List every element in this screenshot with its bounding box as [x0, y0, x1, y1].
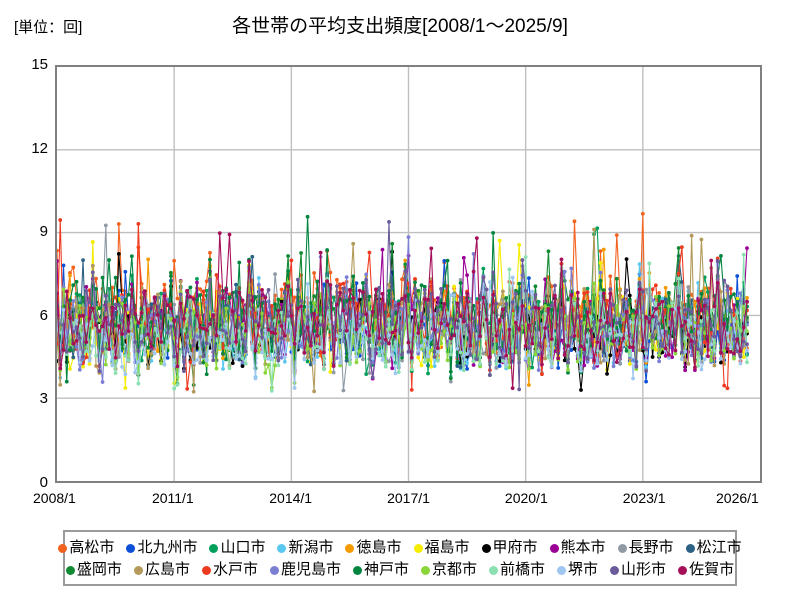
y-tick-label: 3 [39, 390, 48, 408]
y-tick-label: 12 [31, 139, 48, 157]
legend-item-京都市[interactable]: 京都市 [421, 561, 477, 579]
legend-marker-icon [678, 565, 688, 575]
legend-marker-icon [209, 543, 219, 553]
legend-marker-icon [269, 565, 279, 575]
legend-item-甲府市[interactable]: 甲府市 [481, 539, 538, 557]
legend-marker-icon [421, 565, 430, 575]
legend-marker-icon [481, 543, 491, 553]
legend-label: 山形市 [621, 561, 667, 578]
legend-marker-icon [201, 565, 211, 575]
plot-svg [57, 67, 760, 481]
x-tick-label: 2011/1 [151, 490, 194, 506]
y-tick-label: 15 [31, 56, 48, 73]
legend-label: 長野市 [628, 539, 674, 556]
legend-label: 高松市 [69, 539, 115, 556]
legend-item-福島市[interactable]: 福島市 [413, 539, 470, 557]
legend-row: 盛岡市 広島市 水戸市 鹿児島市 神戸市 京都市 前橋市 堺市 山形市 佐賀市 [65, 559, 734, 581]
legend-marker-icon [58, 543, 68, 553]
y-tick-label: 0 [39, 474, 48, 491]
x-tick-label: 2008/1 [33, 490, 76, 506]
legend-item-新潟市[interactable]: 新潟市 [277, 539, 333, 557]
legend-label: 甲府市 [492, 539, 538, 556]
legend-label: 盛岡市 [76, 561, 122, 578]
legend-marker-icon [126, 543, 136, 553]
x-tick-label: 2014/1 [269, 490, 313, 506]
legend-label: 熊本市 [560, 539, 606, 556]
legend-label: 山口市 [220, 539, 266, 556]
legend-label: 京都市 [432, 561, 478, 578]
x-tick-label: 2023/1 [622, 490, 666, 506]
unit-label: [単位：回] [14, 19, 83, 36]
y-axis-labels: 0 3 6 9 12 15 [0, 0, 48, 600]
legend-item-前橋市[interactable]: 前橋市 [489, 561, 545, 579]
legend-item-鹿児島市[interactable]: 鹿児島市 [269, 561, 341, 579]
legend-item-堺市[interactable]: 堺市 [557, 561, 598, 579]
legend-item-広島市[interactable]: 広島市 [133, 561, 190, 579]
legend-item-熊本市[interactable]: 熊本市 [549, 539, 606, 557]
page-title: 各世帯の平均支出頻度[2008/1～2025/9] [232, 16, 568, 37]
legend-item-盛岡市[interactable]: 盛岡市 [65, 561, 122, 579]
legend-label: 新潟市 [288, 539, 334, 556]
legend-marker-icon [345, 543, 355, 553]
legend-label: 松江市 [696, 539, 742, 556]
x-tick-label: 2017/1 [387, 490, 430, 506]
plot-area [55, 65, 762, 483]
legend-item-徳島市[interactable]: 徳島市 [345, 539, 402, 557]
legend: 高松市 北九州市 山口市 新潟市 徳島市 福島市 甲府市 熊本市 長野市 松江市盛岡市 広島市 水戸市… [58, 530, 742, 586]
legend-item-松江市[interactable]: 松江市 [685, 539, 742, 557]
y-tick-label: 9 [39, 223, 48, 241]
legend-item-高松市[interactable]: 高松市 [58, 539, 114, 557]
legend-item-水戸市[interactable]: 水戸市 [201, 561, 258, 579]
legend-marker-icon [133, 565, 143, 575]
legend-item-長野市[interactable]: 長野市 [617, 539, 674, 557]
legend-label: 鹿児島市 [280, 561, 341, 578]
legend-item-北九州市[interactable]: 北九州市 [126, 539, 197, 557]
legend-label: 水戸市 [212, 561, 258, 578]
x-tick-label: 2020/1 [504, 490, 548, 506]
legend-marker-icon [617, 543, 627, 553]
legend-item-佐賀市[interactable]: 佐賀市 [678, 561, 734, 579]
legend-marker-icon [65, 565, 75, 575]
series-19 [57, 231, 749, 391]
legend-marker-icon [610, 565, 620, 575]
legend-marker-icon [685, 543, 695, 553]
legend-marker-icon [557, 565, 567, 575]
legend-item-神戸市[interactable]: 神戸市 [352, 561, 409, 579]
legend-marker-icon [413, 543, 423, 553]
series-lines [57, 211, 749, 394]
grid-lines [57, 67, 760, 481]
legend-label: 佐賀市 [689, 561, 735, 578]
legend-label: 前橋市 [500, 561, 546, 578]
legend-label: 神戸市 [363, 561, 409, 578]
legend-label: 徳島市 [356, 539, 402, 556]
legend-marker-icon [352, 565, 362, 575]
legend-row: 高松市 北九州市 山口市 新潟市 徳島市 福島市 甲府市 熊本市 長野市 松江市 [58, 537, 742, 559]
legend-label: 北九州市 [137, 539, 198, 556]
x-axis-labels: 2008/1 2011/1 2014/1 2017/1 2020/1 2023/1 2026… [0, 490, 800, 512]
legend-label: 福島市 [424, 539, 470, 556]
x-tick-label: 2026/1 [716, 490, 759, 506]
legend-marker-icon [277, 543, 287, 553]
legend-item-山口市[interactable]: 山口市 [209, 539, 265, 557]
legend-label: 広島市 [144, 561, 190, 578]
legend-marker-icon [489, 565, 499, 575]
legend-label: 堺市 [568, 561, 599, 578]
y-tick-label: 6 [39, 306, 48, 324]
legend-marker-icon [549, 543, 559, 553]
legend-item-山形市[interactable]: 山形市 [610, 561, 666, 579]
